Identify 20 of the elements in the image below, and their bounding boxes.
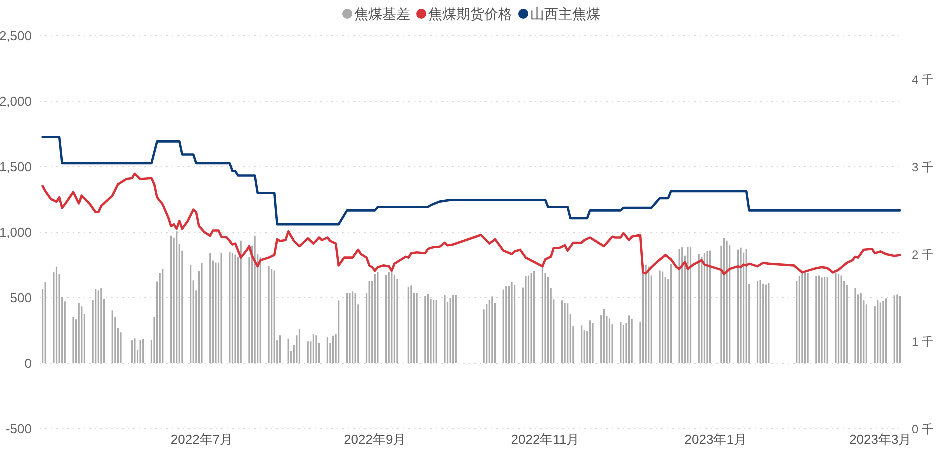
y-tick-label: 1,000	[0, 225, 32, 240]
x-tick-label: 2022年7月	[170, 432, 234, 447]
y2-tick-label: 0 千	[912, 422, 934, 436]
y2-tick-label: 3 千	[912, 160, 934, 174]
x-tick-label: 2023年3月	[850, 432, 912, 447]
legend-label: 焦煤基差	[354, 6, 410, 22]
y2-tick-label: 2 千	[912, 248, 934, 262]
y-tick-label: 500	[10, 290, 32, 306]
y2-tick-label: 1 千	[912, 335, 934, 350]
x-tick-label: 2023年1月	[684, 432, 747, 447]
y2-tick-label: 4 千	[912, 73, 934, 88]
y-tick-label: 1,500	[0, 160, 32, 174]
legend-label: 山西主焦煤	[530, 6, 600, 22]
y-tick-label: 2,000	[0, 94, 32, 109]
legend-label: 焦煤期货价格	[428, 6, 512, 22]
y-tick-label: 2,500	[0, 28, 32, 44]
x-tick-label: 2022年9月	[344, 432, 406, 447]
y-tick-label: -500	[6, 422, 32, 436]
x-tick-label: 2022年11月	[511, 432, 580, 447]
y-tick-label: 0	[24, 356, 32, 371]
